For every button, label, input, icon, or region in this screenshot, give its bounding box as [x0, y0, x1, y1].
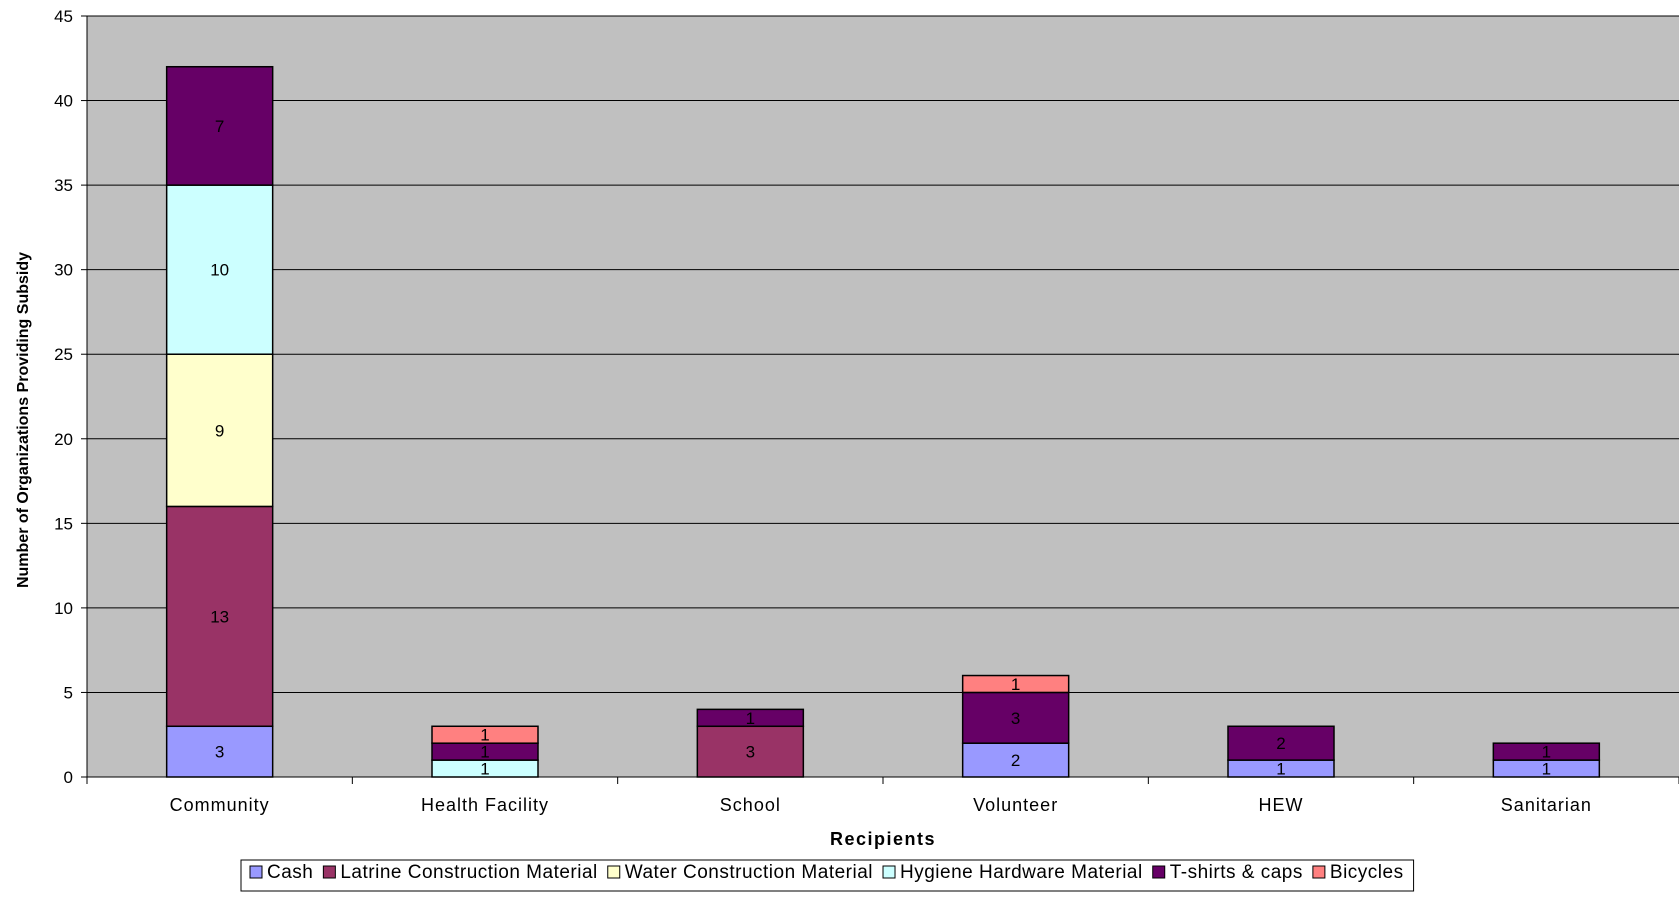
- legend-swatch: [1152, 865, 1166, 879]
- y-tick-label: 40: [54, 92, 73, 111]
- legend: Cash Latrine Construction Material Water C…: [240, 859, 1415, 892]
- legend-swatch: [1312, 865, 1326, 879]
- data-label: 10: [210, 261, 229, 280]
- data-label: 3: [1011, 709, 1020, 728]
- data-label: 1: [480, 760, 489, 779]
- bar-segment: [1227, 725, 1335, 761]
- legend-swatch: [882, 865, 896, 879]
- data-label: 1: [480, 726, 489, 745]
- y-tick-label: 10: [54, 599, 73, 618]
- bar-segment: [1492, 742, 1601, 761]
- y-tick-label: 20: [54, 430, 73, 449]
- y-tick-label: 0: [64, 768, 73, 787]
- bars: [165, 65, 1601, 778]
- y-axis-title: Number of Organizations Providing Subsid…: [15, 252, 32, 588]
- legend-label: Bicycles: [1330, 862, 1404, 883]
- y-tick-label: 25: [54, 345, 73, 364]
- data-label: 1: [746, 709, 755, 728]
- data-label: 2: [1276, 734, 1285, 753]
- bar-segment: [961, 674, 1070, 694]
- y-tick-label: 30: [54, 261, 73, 280]
- x-category-label: Volunteer: [973, 795, 1058, 815]
- data-label: 9: [215, 421, 224, 440]
- data-label: 1: [480, 743, 489, 762]
- legend-label: T-shirts & caps: [1170, 862, 1303, 883]
- data-label: 1: [1276, 760, 1285, 779]
- y-tick-label: 15: [54, 514, 73, 533]
- legend-label: Cash: [267, 862, 313, 883]
- legend-swatch: [607, 865, 621, 879]
- x-category-label: Health Facility: [421, 795, 549, 815]
- data-label: 1: [1011, 675, 1020, 694]
- bar-segment: [165, 184, 274, 355]
- data-label: 3: [746, 743, 755, 762]
- legend-label: Latrine Construction Material: [340, 862, 597, 883]
- legend-label: Water Construction Material: [625, 862, 873, 883]
- data-label: 13: [210, 607, 229, 626]
- legend-swatch: [249, 865, 263, 879]
- y-tick-label: 35: [54, 176, 73, 195]
- bar-segment: [165, 65, 274, 186]
- bar-segment: [431, 725, 539, 744]
- data-label: 1: [1542, 743, 1551, 762]
- bar-segment: [696, 708, 805, 728]
- x-category-label: Sanitarian: [1501, 795, 1592, 815]
- legend-label: Hygiene Hardware Material: [900, 862, 1143, 883]
- data-label: 1: [1542, 760, 1551, 779]
- data-label: 3: [215, 743, 224, 762]
- data-label: 2: [1011, 751, 1020, 770]
- x-category-labels: Community Health Facility School Volunteer H…: [170, 795, 1592, 815]
- bar-segment: [961, 691, 1070, 744]
- bar-segment: [165, 505, 274, 728]
- y-tick-label: 5: [64, 683, 73, 702]
- x-category-label: School: [720, 795, 781, 815]
- data-label: 7: [215, 117, 224, 136]
- bar-segment: [961, 742, 1070, 778]
- plot-area: [87, 16, 1679, 777]
- x-category-label: HEW: [1259, 795, 1304, 815]
- x-category-label: Community: [170, 795, 270, 815]
- legend-box: [240, 859, 1415, 892]
- gridlines: [87, 15, 1679, 693]
- bar-segment: [165, 353, 274, 508]
- bar-segment: [696, 725, 805, 778]
- legend-swatch: [322, 865, 336, 879]
- axes: [81, 15, 1679, 784]
- y-tick-labels: 0 5 10 15 20 25 30 35 40 45: [54, 7, 73, 787]
- y-tick-label: 45: [54, 7, 73, 26]
- x-axis-title: Recipients: [830, 829, 936, 849]
